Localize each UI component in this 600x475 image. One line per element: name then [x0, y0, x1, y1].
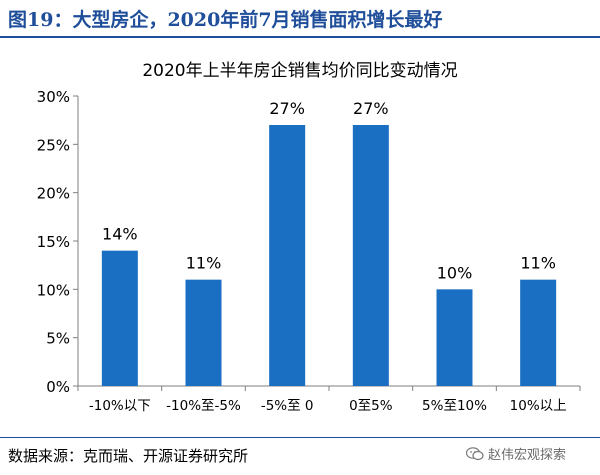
- chart-axes: 0% 5% 10% 15% 20% 25% 30% -10%以下 -10%至-5% -5%至 0 0…: [37, 88, 581, 414]
- bar: [352, 125, 389, 386]
- bar: [520, 279, 557, 386]
- x-tick-label: -5%至 0: [261, 398, 314, 414]
- bar: [269, 125, 306, 386]
- y-tick-label: 30%: [37, 88, 70, 106]
- watermark: 赵伟宏观探索: [466, 444, 566, 468]
- bar-value-label: 27%: [269, 99, 305, 118]
- bar-chart: 2020年上半年房企销售均价同比变动情况 0% 5% 10% 15% 20% 25% 30%…: [37, 61, 581, 414]
- bar-value-label: 14%: [102, 225, 138, 244]
- bar-value-label: 11%: [520, 254, 556, 273]
- wechat-icon: [466, 447, 484, 461]
- watermark-text: 赵伟宏观探索: [488, 448, 567, 463]
- y-tick-label: 0%: [46, 378, 70, 396]
- title-divider: [0, 36, 600, 38]
- bar: [185, 279, 222, 386]
- figure-title: 图19：大型房企，2020年前7月销售面积增长最好: [8, 9, 443, 31]
- bar: [436, 289, 473, 386]
- bar-value-label: 11%: [186, 254, 222, 273]
- bar-value-label: 27%: [353, 99, 389, 118]
- y-tick-label: 20%: [37, 185, 70, 203]
- source-note: 数据来源：克而瑞、开源证券研究所: [8, 447, 249, 465]
- bar-series: [101, 125, 557, 386]
- x-tick-label: 0至5%: [349, 398, 393, 414]
- x-tick-label: -10%至-5%: [166, 398, 241, 414]
- data-labels: 14% 11% 27% 27% 10% 11%: [102, 99, 556, 282]
- x-tick-label: 10%以上: [510, 398, 567, 414]
- bar-value-label: 10%: [437, 263, 473, 282]
- y-tick-label: 25%: [37, 136, 70, 154]
- x-tick-label: -10%以下: [89, 398, 151, 414]
- y-tick-label: 15%: [37, 233, 70, 251]
- footer-divider: [0, 437, 600, 438]
- bar: [101, 250, 138, 386]
- chart-title: 2020年上半年房企销售均价同比变动情况: [142, 61, 457, 81]
- x-tick-label: 5%至10%: [422, 398, 487, 414]
- y-tick-label: 10%: [37, 281, 70, 299]
- y-tick-label: 5%: [46, 330, 70, 348]
